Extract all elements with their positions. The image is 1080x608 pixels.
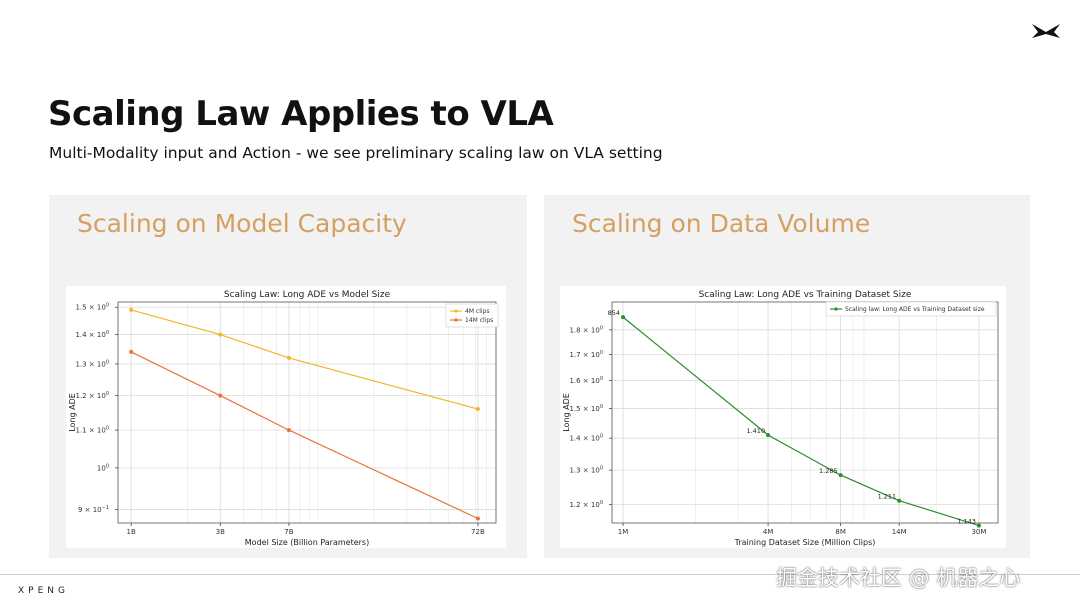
chart0-series-line-0 — [131, 309, 479, 410]
chart1-x-axis-label: Training Dataset Size (Million Clips) — [734, 538, 876, 547]
chart1-y-tick-label: 1.2 × 100 — [569, 500, 603, 509]
model-capacity-panel: Scaling on Model Capacity 1B 3B 7B 72B 9 × 1… — [49, 195, 527, 558]
model-capacity-panel-title: Scaling on Model Capacity — [77, 209, 407, 238]
chart1-data-label: 1.143 — [957, 518, 976, 526]
chart1-y-axis-label: Long ADE — [562, 393, 571, 432]
chart0-title: Scaling Law: Long ADE vs Model Size — [224, 290, 391, 300]
chart1-legend-box — [825, 301, 997, 317]
slide-title: Scaling Law Applies to VLA — [48, 94, 554, 134]
model-size-chart: 1B 3B 7B 72B 9 × 10−1 100 1.1 × 100 1.2 × 100 1.… — [68, 290, 499, 547]
chart0-x-tick-label: 7B — [284, 528, 293, 536]
chart0-data-point — [129, 349, 134, 354]
chart1-y-tick-label: 1.6 × 100 — [569, 376, 603, 385]
chart0-y-tick-label: 100 — [97, 463, 109, 472]
chart0-legend-marker — [454, 318, 458, 322]
chart1-data-label: 1.410 — [746, 427, 765, 435]
data-volume-panel: Scaling on Data Volume 1M 4M 8M 14M 30M 1.2 ×… — [544, 195, 1030, 558]
chart0-y-tick-label: 1.4 × 100 — [75, 330, 109, 339]
chart1-data-point — [838, 473, 843, 478]
chart1-y-tick-label: 1.8 × 100 — [569, 325, 603, 334]
chart1-legend-label: Scaling law: Long ADE vs Training Datase… — [845, 306, 985, 313]
chart0-legend-label: 4M clips — [465, 308, 489, 315]
footer-brand: XPENG — [18, 586, 69, 596]
chart1-data-point — [621, 315, 626, 320]
chart0-y-tick-label: 1.5 × 100 — [75, 303, 109, 312]
chart0-y-axis-label: Long ADE — [68, 393, 77, 432]
chart1-x-tick-label: 30M — [971, 528, 986, 536]
chart1-data-point — [766, 433, 771, 438]
chart0-y-tick-label: 1.3 × 100 — [75, 359, 109, 368]
chart1-plot-frame — [611, 301, 999, 524]
chart1-legend-marker — [834, 307, 838, 311]
chart1-data-point — [897, 498, 902, 503]
chart0-data-point — [286, 355, 291, 360]
chart1-y-tick-label: 1.5 × 100 — [569, 404, 603, 413]
chart0-x-tick-label: 3B — [216, 528, 225, 536]
chart0-y-tick-label: 1.1 × 100 — [75, 426, 109, 435]
chart0-data-point — [129, 307, 134, 312]
chart1-x-tick-label: 1M — [618, 528, 629, 536]
data-volume-panel-title: Scaling on Data Volume — [572, 209, 871, 238]
chart0-legend-marker — [454, 309, 458, 313]
chart0-y-tick-label: 1.2 × 100 — [75, 391, 109, 400]
chart0-data-point — [286, 428, 291, 433]
chart0-plot-frame — [117, 301, 497, 524]
chart1-x-tick-label: 8M — [835, 528, 846, 536]
chart1-y-tick-label: 1.7 × 100 — [569, 350, 603, 359]
slide-subtitle: Multi-Modality input and Action - we see… — [49, 144, 663, 162]
dataset-size-chart-box: 1M 4M 8M 14M 30M 1.2 × 100 1.3 × 100 1.4 × 100 1… — [560, 286, 1006, 548]
chart1-data-point — [976, 523, 981, 528]
xpeng-logo-icon — [1032, 24, 1060, 38]
chart1-title: Scaling Law: Long ADE vs Training Datase… — [699, 290, 912, 300]
chart0-y-tick-label: 9 × 10−1 — [78, 505, 109, 514]
chart1-series-line-0 — [622, 316, 980, 527]
chart0-legend-box — [445, 303, 499, 328]
chart0-series-line-1 — [130, 351, 479, 520]
chart0-data-point — [218, 332, 223, 337]
chart1-y-tick-label: 1.4 × 100 — [569, 434, 603, 443]
chart1-y-tick-label: 1.3 × 100 — [569, 466, 603, 475]
chart1-data-label: 1.285 — [819, 467, 838, 475]
chart0-x-tick-label: 72B — [471, 528, 485, 536]
watermark: 掘金技术社区 @ 机器之心 — [776, 566, 1021, 590]
chart1-x-tick-label: 4M — [763, 528, 774, 536]
chart1-data-label: 1.211 — [878, 493, 897, 501]
chart1-data-label: 854 — [608, 309, 620, 317]
chart0-legend-label: 14M clips — [465, 317, 493, 324]
chart0-x-axis-label: Model Size (Billion Parameters) — [245, 538, 369, 547]
dataset-size-chart: 1M 4M 8M 14M 30M 1.2 × 100 1.3 × 100 1.4 × 100 1… — [562, 290, 999, 547]
chart1-x-tick-label: 14M — [892, 528, 907, 536]
chart0-x-tick-label: 1B — [127, 528, 136, 536]
chart0-data-point — [218, 393, 223, 398]
footer-divider — [0, 574, 1080, 575]
chart0-data-point — [475, 407, 480, 412]
model-size-chart-box: 1B 3B 7B 72B 9 × 10−1 100 1.1 × 100 1.2 × 100 1.… — [66, 286, 506, 548]
chart0-data-point — [475, 516, 480, 521]
